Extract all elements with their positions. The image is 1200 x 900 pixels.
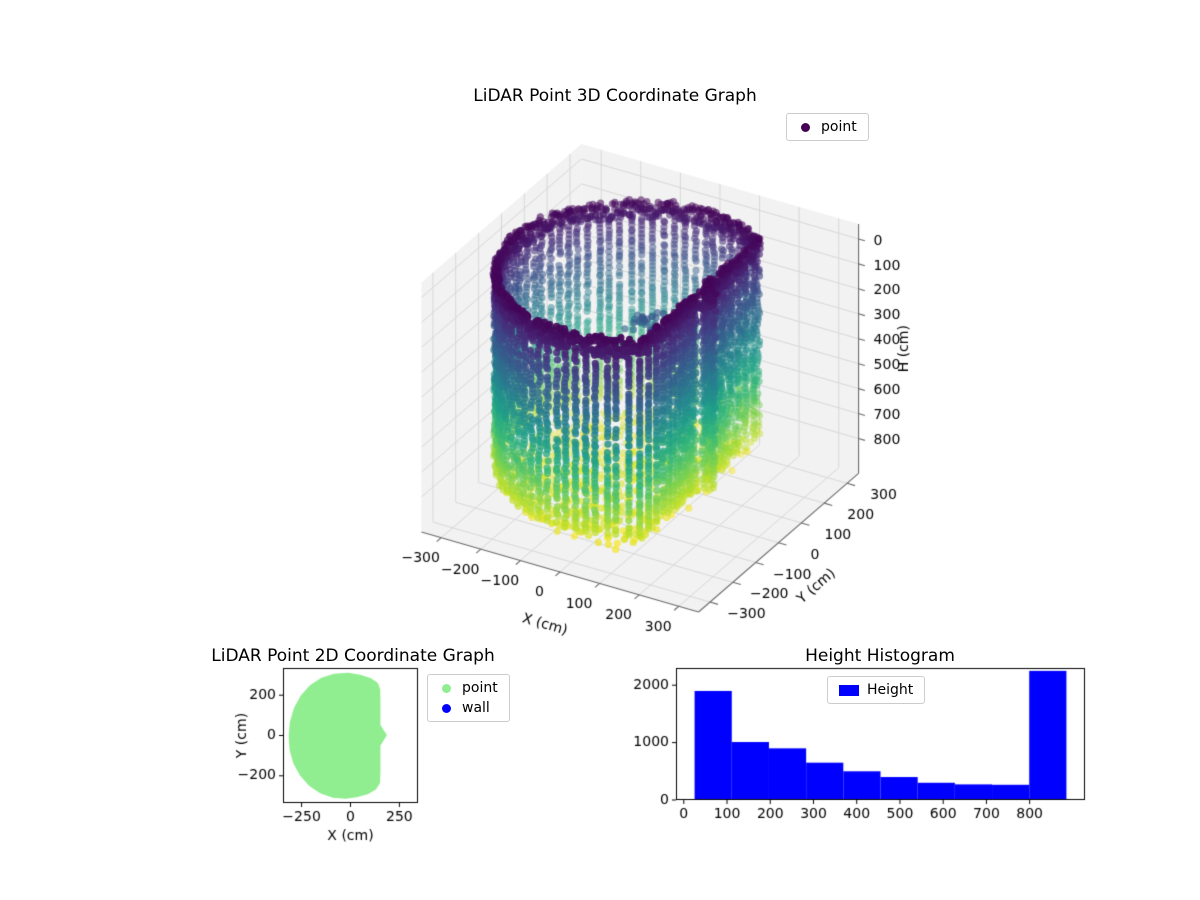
legend-item-height: Height [839, 682, 913, 698]
legend-item-point-2d: point [439, 680, 498, 696]
histogram-title: Height Histogram [805, 646, 955, 666]
point-marker-icon [442, 683, 451, 693]
wall-marker-icon [442, 703, 451, 713]
legend-item-wall: wall [439, 700, 498, 716]
histogram-legend: Height [827, 676, 926, 704]
legend-item-point-3d: point [798, 119, 857, 135]
plot3d-legend: point [786, 113, 869, 141]
point-marker-icon [801, 122, 810, 132]
plot2d-title: LiDAR Point 2D Coordinate Graph [211, 646, 495, 666]
height-marker-icon [839, 684, 859, 696]
legend-label-point-2d: point [462, 680, 498, 696]
plot2d-legend: point wall [427, 674, 510, 722]
plot3d-title: LiDAR Point 3D Coordinate Graph [473, 86, 757, 106]
legend-label-point-3d: point [821, 119, 857, 135]
legend-label-height: Height [867, 682, 914, 698]
legend-label-wall: wall [462, 700, 490, 716]
